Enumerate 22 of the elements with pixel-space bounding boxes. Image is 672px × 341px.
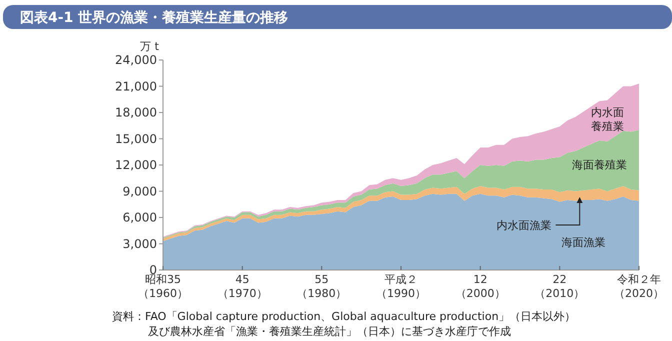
series-label: 海面養殖業	[572, 158, 627, 172]
x-tick-label: 昭和35（1960）	[138, 273, 188, 300]
y-tick-label: 6,000	[122, 210, 157, 224]
x-tick-label: 45（1970）	[217, 273, 268, 300]
y-tick-label: 3,000	[122, 236, 157, 251]
x-tick-label: 55（1980）	[296, 273, 347, 300]
y-tick-label: 24,000	[115, 53, 157, 67]
series-label: 内水面漁業	[496, 218, 552, 232]
y-tick-label: 9,000	[122, 184, 157, 198]
y-tick-label: 18,000	[115, 106, 157, 120]
y-tick-label: 15,000	[115, 132, 157, 146]
x-tick-label: 平成２（1990）	[376, 273, 426, 300]
y-tick-label: 21,000	[115, 79, 157, 94]
x-tick-label: 22（2010）	[534, 273, 585, 300]
y-axis-title: 万 t	[140, 40, 160, 53]
series-label: 内水面養殖業	[590, 106, 624, 133]
series-label: 海面漁業	[561, 236, 606, 249]
chart-title: 図表4-1 世界の漁業・養殖業生産量の推移	[20, 9, 288, 26]
x-tick-label: 12（2000）	[455, 273, 506, 300]
x-tick-label: 令和２年（2020）	[614, 273, 664, 300]
y-tick-label: 12,000	[115, 158, 157, 172]
text: 資料：FAO「Global capture production、Global aquaculture production」（日本以外）及び農林水産省「漁業・養殖業生産統計」（日本）に基づき水産庁で作成	[112, 310, 576, 338]
